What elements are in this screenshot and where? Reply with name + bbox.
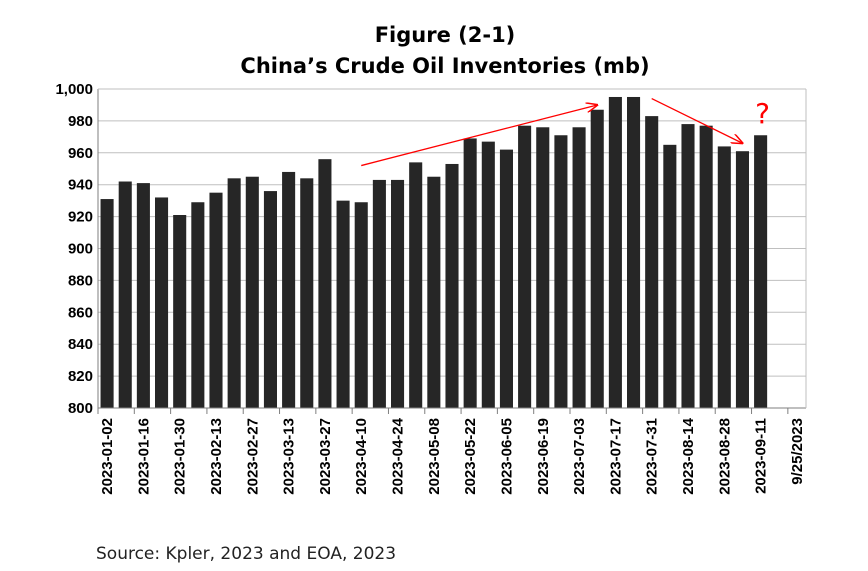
bar [336, 200, 350, 408]
bar [354, 202, 368, 408]
question-mark-annotation: ? [755, 97, 770, 130]
trend-arrow [361, 105, 597, 167]
x-tick-label: 2023-02-27 [244, 418, 261, 495]
bar [699, 125, 713, 408]
bar [282, 171, 296, 408]
bar [681, 124, 695, 408]
bar [118, 181, 132, 408]
y-tick-label: 880 [68, 272, 93, 289]
y-tick-label: 920 [68, 209, 93, 226]
source-note: Source: Kpler, 2023 and EOA, 2023 [96, 544, 396, 564]
bar [463, 138, 477, 408]
chart-title: Figure (2-1) [375, 23, 516, 47]
x-tick-label: 2023-01-30 [172, 418, 189, 495]
annotations: ? [361, 97, 770, 167]
bar [191, 202, 205, 408]
bar [391, 179, 405, 408]
x-tick-labels: 2023-01-02 2023-01-16 2023-01-30 2023-02-13… [99, 417, 806, 494]
bar [136, 183, 150, 408]
x-tick-label: 2023-05-22 [462, 418, 479, 495]
y-tick-label: 960 [68, 145, 93, 162]
bar [554, 135, 568, 408]
x-tick-label: 2023-04-10 [353, 418, 370, 495]
bar [173, 215, 187, 408]
x-tick-label: 2023-01-16 [135, 418, 152, 495]
x-tick-label: 2023-06-19 [535, 418, 552, 495]
x-tick-label: 2023-07-31 [644, 418, 661, 495]
bar [499, 149, 513, 409]
bar [100, 199, 114, 408]
x-tick-label: 2023-01-02 [99, 418, 116, 495]
bar [590, 109, 604, 409]
bar [754, 135, 768, 408]
bar [445, 163, 459, 408]
bar [518, 125, 532, 408]
bar [227, 178, 241, 408]
trend-arrow [651, 97, 743, 144]
x-tick-label: 2023-05-08 [426, 418, 443, 495]
bar [318, 159, 332, 408]
bar [300, 178, 314, 408]
y-tick-label: 940 [68, 177, 93, 194]
y-tick-label: 840 [68, 336, 93, 353]
x-tick-label: 2023-02-13 [208, 418, 225, 495]
chart-subtitle: China’s Crude Oil Inventories (mb) [240, 54, 649, 78]
y-tick-label: 980 [68, 113, 93, 130]
x-tick-label: 9/25/2023 [789, 418, 806, 485]
y-tick-labels: 800 820 840 860 880 900 920 940 960 980 1,000 [55, 81, 93, 417]
x-tick-label: 2023-03-27 [317, 418, 334, 495]
bar [481, 141, 495, 408]
bars [100, 96, 768, 409]
x-tick-label: 2023-03-13 [281, 418, 298, 495]
bar [209, 192, 223, 408]
x-tick-label: 2023-07-03 [571, 418, 588, 495]
bar [663, 144, 677, 408]
bar [608, 96, 622, 408]
bar [263, 191, 277, 408]
bar [372, 179, 386, 408]
x-tick-label: 2023-04-24 [390, 417, 407, 494]
x-tick-label: 2023-06-05 [498, 418, 515, 495]
bar [627, 96, 641, 408]
bar [409, 162, 423, 408]
axes [97, 88, 807, 414]
x-tick-label: 2023-09-11 [753, 418, 770, 494]
y-tick-label: 860 [68, 304, 93, 321]
y-tick-label: 820 [68, 368, 93, 385]
x-tick-label: 2023-08-14 [680, 417, 697, 494]
bar [155, 197, 169, 408]
x-tick-label: 2023-07-17 [607, 418, 624, 495]
bar [717, 146, 731, 409]
y-tick-label: 800 [68, 400, 93, 417]
x-tick-label: 2023-08-28 [716, 418, 733, 495]
bar [245, 176, 259, 408]
y-tick-label: 900 [68, 241, 93, 258]
bar [572, 127, 586, 408]
bar [735, 151, 749, 408]
bar [645, 116, 659, 409]
y-tick-label: 1,000 [55, 81, 93, 98]
bar [536, 127, 550, 408]
bar [427, 176, 441, 408]
